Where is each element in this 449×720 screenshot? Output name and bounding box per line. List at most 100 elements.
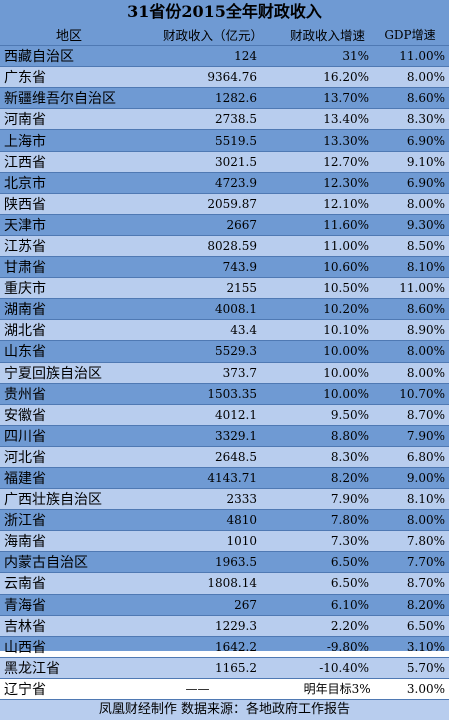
- cell-revenue: 2333: [226, 492, 257, 507]
- cell-region: 安徽省: [4, 407, 46, 424]
- cell-region: 青海省: [4, 597, 46, 614]
- cell-revenue: 43.4: [230, 323, 257, 338]
- table-row: 河北省 2648.5 8.30% 6.80%: [0, 445, 449, 467]
- cell-growth: 7.80%: [330, 513, 369, 528]
- table-row: 吉林省 1229.3 2.20% 6.50%: [0, 614, 449, 636]
- cell-region: 天津市: [4, 217, 46, 234]
- cell-revenue: ——: [185, 681, 210, 696]
- table-row: 山东省 5529.3 10.00% 8.00%: [0, 340, 449, 361]
- table-row: 江苏省 8028.59 11.00% 8.50%: [0, 234, 449, 257]
- cell-gdp: 8.70%: [406, 407, 445, 422]
- cell-revenue: 3329.1: [215, 428, 257, 443]
- table-row: 湖北省 43.4 10.10% 8.90%: [0, 319, 449, 341]
- cell-region: 甘肃省: [4, 260, 46, 277]
- cell-region: 湖南省: [4, 302, 46, 319]
- cell-gdp: 6.90%: [406, 133, 445, 148]
- cell-gdp: 8.30%: [406, 112, 445, 127]
- cell-growth: 11.00%: [323, 238, 369, 253]
- cell-revenue: 4810: [226, 513, 257, 528]
- cell-growth: 6.50%: [330, 555, 369, 570]
- cell-region: 宁夏回族自治区: [4, 365, 102, 382]
- table-row: 安徽省 4012.1 9.50% 8.70%: [0, 403, 449, 425]
- cell-growth: 31%: [342, 49, 369, 64]
- cell-region: 福建省: [4, 471, 46, 488]
- cell-region: 河南省: [4, 112, 46, 129]
- cell-revenue: 4143.71: [207, 471, 257, 486]
- cell-region: 新疆维吾尔自治区: [4, 91, 116, 108]
- cell-gdp: 6.50%: [406, 618, 445, 633]
- cell-gdp: 7.90%: [406, 428, 445, 443]
- table-row: 江西省 3021.5 12.70% 9.10%: [0, 150, 449, 172]
- cell-gdp: 11.00%: [399, 281, 445, 296]
- cell-growth: 12.70%: [323, 154, 369, 169]
- cell-growth: 6.50%: [330, 576, 369, 591]
- cell-gdp: 8.70%: [406, 576, 445, 591]
- cell-growth: 16.20%: [323, 70, 369, 85]
- table-row: 内蒙古自治区 1963.5 6.50% 7.70%: [0, 551, 449, 572]
- cell-gdp: 6.80%: [406, 449, 445, 464]
- cell-gdp: 8.00%: [406, 365, 445, 380]
- cell-revenue: 4008.1: [215, 302, 257, 317]
- cell-growth: 7.90%: [330, 492, 369, 507]
- cell-growth: 10.00%: [323, 386, 369, 401]
- cell-region: 上海市: [4, 133, 46, 150]
- cell-gdp: 8.00%: [406, 344, 445, 359]
- cell-revenue: 1808.14: [207, 576, 257, 591]
- cell-revenue: 1642.2: [215, 639, 257, 654]
- cell-gdp: 8.10%: [406, 492, 445, 507]
- cell-revenue: 4723.9: [215, 175, 257, 190]
- table-title: 31省份2015全年财政收入: [127, 2, 322, 21]
- cell-revenue: 2738.5: [215, 112, 257, 127]
- cell-region: 西藏自治区: [4, 49, 74, 66]
- cell-growth: 6.10%: [330, 597, 369, 612]
- cell-growth: 10.00%: [323, 344, 369, 359]
- table-row: 湖南省 4008.1 10.20% 8.60%: [0, 298, 449, 319]
- cell-gdp: 3.00%: [406, 681, 445, 696]
- cell-revenue: 2155: [226, 281, 257, 296]
- table-row: 青海省 267 6.10% 8.20%: [0, 593, 449, 615]
- table-row: 北京市 4723.9 12.30% 6.90%: [0, 171, 449, 193]
- table-row: 黑龙江省 1165.2 -10.40% 5.70%: [0, 656, 449, 678]
- header-growth: 财政收入增速: [289, 28, 365, 44]
- table-body: 西藏自治区 124 31% 11.00% 广东省 9364.76 16.20% 8.00% 新疆…: [0, 45, 449, 678]
- table-row: 海南省 1010 7.30% 7.80%: [0, 530, 449, 552]
- cell-revenue: 267: [234, 597, 257, 612]
- cell-gdp: 5.70%: [406, 660, 445, 675]
- cell-gdp: 6.90%: [406, 175, 445, 190]
- cell-growth: 10.20%: [323, 302, 369, 317]
- cell-gdp: 9.00%: [406, 471, 445, 486]
- cell-region: 重庆市: [4, 281, 46, 298]
- cell-growth: 明年目标3%: [303, 682, 371, 697]
- table-row: 广西壮族自治区 2333 7.90% 8.10%: [0, 488, 449, 510]
- cell-gdp: 7.80%: [406, 534, 445, 549]
- cell-region: 河北省: [4, 449, 46, 466]
- cell-growth: 10.60%: [323, 260, 369, 275]
- cell-revenue: 4012.1: [215, 407, 257, 422]
- cell-region: 浙江省: [4, 513, 46, 530]
- cell-growth: -10.40%: [319, 660, 369, 675]
- cell-gdp: 11.00%: [399, 49, 445, 64]
- cell-growth: -9.80%: [326, 639, 369, 654]
- cell-region: 黑龙江省: [4, 660, 60, 677]
- table-row: 广东省 9364.76 16.20% 8.00%: [0, 66, 449, 88]
- table-row: 福建省 4143.71 8.20% 9.00%: [0, 466, 449, 488]
- cell-region: 内蒙古自治区: [4, 555, 88, 572]
- cell-region: 辽宁省: [4, 681, 46, 698]
- cell-revenue: 373.7: [222, 365, 257, 380]
- header-region: 地区: [55, 29, 82, 45]
- cell-gdp: 7.70%: [406, 555, 445, 570]
- table-row: 陕西省 2059.87 12.10% 8.00%: [0, 192, 449, 214]
- table-row: 宁夏回族自治区 373.7 10.00% 8.00%: [0, 361, 449, 383]
- cell-revenue: 2667: [226, 217, 257, 232]
- cell-region: 陕西省: [4, 196, 46, 213]
- cell-region: 山西省: [4, 639, 46, 656]
- table-row-last: 辽宁省 —— 明年目标3% 3.00%: [0, 677, 449, 699]
- cell-gdp: 8.10%: [406, 260, 445, 275]
- cell-growth: 13.70%: [323, 91, 369, 106]
- cell-growth: 10.50%: [323, 281, 369, 296]
- cell-growth: 12.30%: [323, 175, 369, 190]
- cell-gdp: 8.50%: [406, 238, 445, 253]
- cell-revenue: 8028.59: [207, 238, 257, 253]
- table-row: 河南省 2738.5 13.40% 8.30%: [0, 108, 449, 130]
- cell-gdp: 9.30%: [406, 217, 445, 232]
